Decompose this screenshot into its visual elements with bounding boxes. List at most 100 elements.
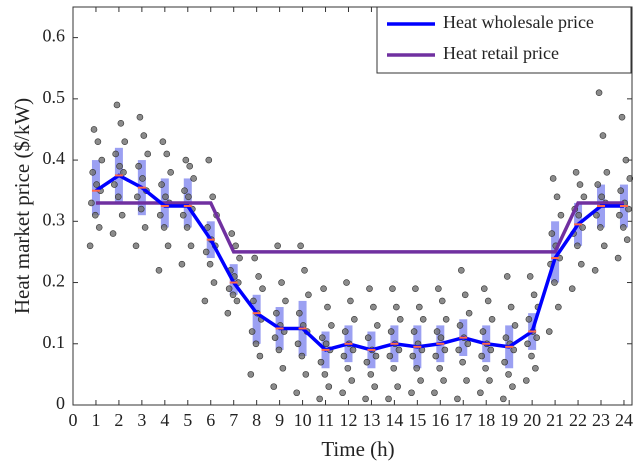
median-marker bbox=[252, 312, 261, 315]
scatter-point bbox=[88, 199, 95, 207]
box bbox=[252, 294, 261, 344]
median-marker bbox=[137, 186, 146, 189]
scatter-point bbox=[574, 242, 581, 250]
x-tick-label: 17 bbox=[454, 410, 472, 430]
scatter-point bbox=[505, 371, 512, 378]
x-tick-label: 12 bbox=[339, 410, 357, 430]
scatter-point bbox=[622, 156, 630, 164]
scatter-point bbox=[229, 291, 237, 299]
scatter-point bbox=[486, 377, 493, 384]
scatter-point bbox=[201, 297, 209, 305]
scatter-point bbox=[94, 138, 102, 146]
scatter-point bbox=[156, 211, 164, 219]
scatter-point bbox=[595, 89, 603, 97]
scatter-point bbox=[134, 193, 141, 201]
scatter-point bbox=[385, 395, 392, 403]
scatter-point bbox=[438, 297, 446, 305]
scatter-point bbox=[522, 377, 530, 384]
x-tick-label: 20 bbox=[523, 410, 541, 430]
scatter-point bbox=[322, 340, 330, 348]
scatter-point bbox=[121, 138, 129, 146]
scatter-point bbox=[275, 346, 283, 354]
scatter-point bbox=[202, 248, 210, 256]
scatter-point bbox=[167, 169, 174, 176]
x-tick-label: 13 bbox=[362, 410, 380, 430]
y-axis-label: Heat market price ($/kW) bbox=[10, 98, 34, 314]
scatter-point bbox=[526, 273, 534, 280]
median-marker bbox=[505, 345, 514, 348]
scatter-point bbox=[509, 383, 516, 390]
scatter-point bbox=[225, 285, 233, 292]
median-marker bbox=[574, 223, 583, 226]
y-tick-label: 0.1 bbox=[43, 332, 66, 352]
median-marker bbox=[551, 257, 560, 260]
scatter-point bbox=[593, 211, 600, 219]
median-marker bbox=[619, 205, 628, 207]
scatter-point bbox=[210, 279, 218, 286]
y-tick-label: 0.2 bbox=[43, 271, 66, 291]
scatter-point bbox=[551, 279, 558, 286]
scatter-point bbox=[617, 187, 625, 194]
legend-box bbox=[376, 6, 632, 74]
scatter-point bbox=[371, 383, 378, 390]
scatter-point bbox=[251, 254, 259, 262]
scatter-point bbox=[141, 224, 149, 231]
median-marker bbox=[229, 281, 238, 284]
scatter-point bbox=[274, 242, 281, 250]
scatter-point bbox=[503, 273, 511, 280]
scatter-point bbox=[205, 156, 213, 164]
scatter-point bbox=[464, 340, 472, 348]
scatter-point bbox=[548, 230, 556, 237]
scatter-point bbox=[413, 364, 421, 372]
scatter-point bbox=[344, 364, 352, 372]
scatter-point bbox=[120, 169, 127, 176]
scatter-point bbox=[321, 371, 329, 378]
scatter-point bbox=[318, 334, 326, 341]
scatter-point bbox=[511, 322, 519, 329]
scatter-point bbox=[362, 395, 369, 403]
y-tick-label: 0.3 bbox=[43, 209, 66, 229]
scatter-point bbox=[458, 266, 465, 274]
x-tick-label: 11 bbox=[317, 410, 334, 430]
y-tick-label: 0.5 bbox=[43, 87, 66, 107]
x-tick-label: 10 bbox=[294, 410, 312, 430]
scatter-point bbox=[90, 126, 98, 133]
median-marker bbox=[114, 174, 123, 177]
scatter-point bbox=[139, 175, 146, 182]
scatter-point bbox=[501, 358, 508, 366]
scatter-point bbox=[591, 266, 599, 274]
legend-label: Heat wholesale price bbox=[443, 12, 594, 32]
scatter-point bbox=[416, 303, 423, 311]
x-tick-label: 1 bbox=[91, 410, 100, 430]
plot-frame bbox=[72, 6, 633, 406]
scatter-point bbox=[387, 328, 395, 335]
scatter-point bbox=[111, 181, 118, 188]
scatter-point bbox=[182, 156, 190, 164]
scatter-point bbox=[179, 211, 187, 219]
x-tick-label: 0 bbox=[69, 410, 78, 430]
scatter-point bbox=[351, 315, 358, 323]
scatter-point bbox=[435, 285, 442, 292]
scatter-point bbox=[395, 346, 403, 354]
x-tick-label: 19 bbox=[500, 410, 518, 430]
scatter-point bbox=[137, 205, 145, 213]
scatter-point bbox=[248, 328, 256, 335]
scatter-point bbox=[186, 162, 194, 170]
scatter-point bbox=[301, 266, 308, 274]
scatter-point bbox=[440, 377, 447, 384]
x-tick-label: 9 bbox=[275, 410, 284, 430]
scatter-point bbox=[340, 352, 348, 360]
scatter-point bbox=[348, 377, 356, 384]
scatter-point bbox=[181, 187, 188, 194]
scatter-point bbox=[576, 181, 584, 188]
median-marker bbox=[275, 327, 284, 330]
median-marker bbox=[183, 205, 192, 207]
median-marker bbox=[528, 330, 537, 333]
legend-label: Heat retail price bbox=[443, 43, 559, 63]
scatter-point bbox=[271, 334, 279, 341]
scatter-point bbox=[557, 211, 565, 219]
scatter-point bbox=[390, 364, 398, 372]
scatter-point bbox=[317, 358, 325, 366]
scatter-point bbox=[363, 358, 371, 366]
